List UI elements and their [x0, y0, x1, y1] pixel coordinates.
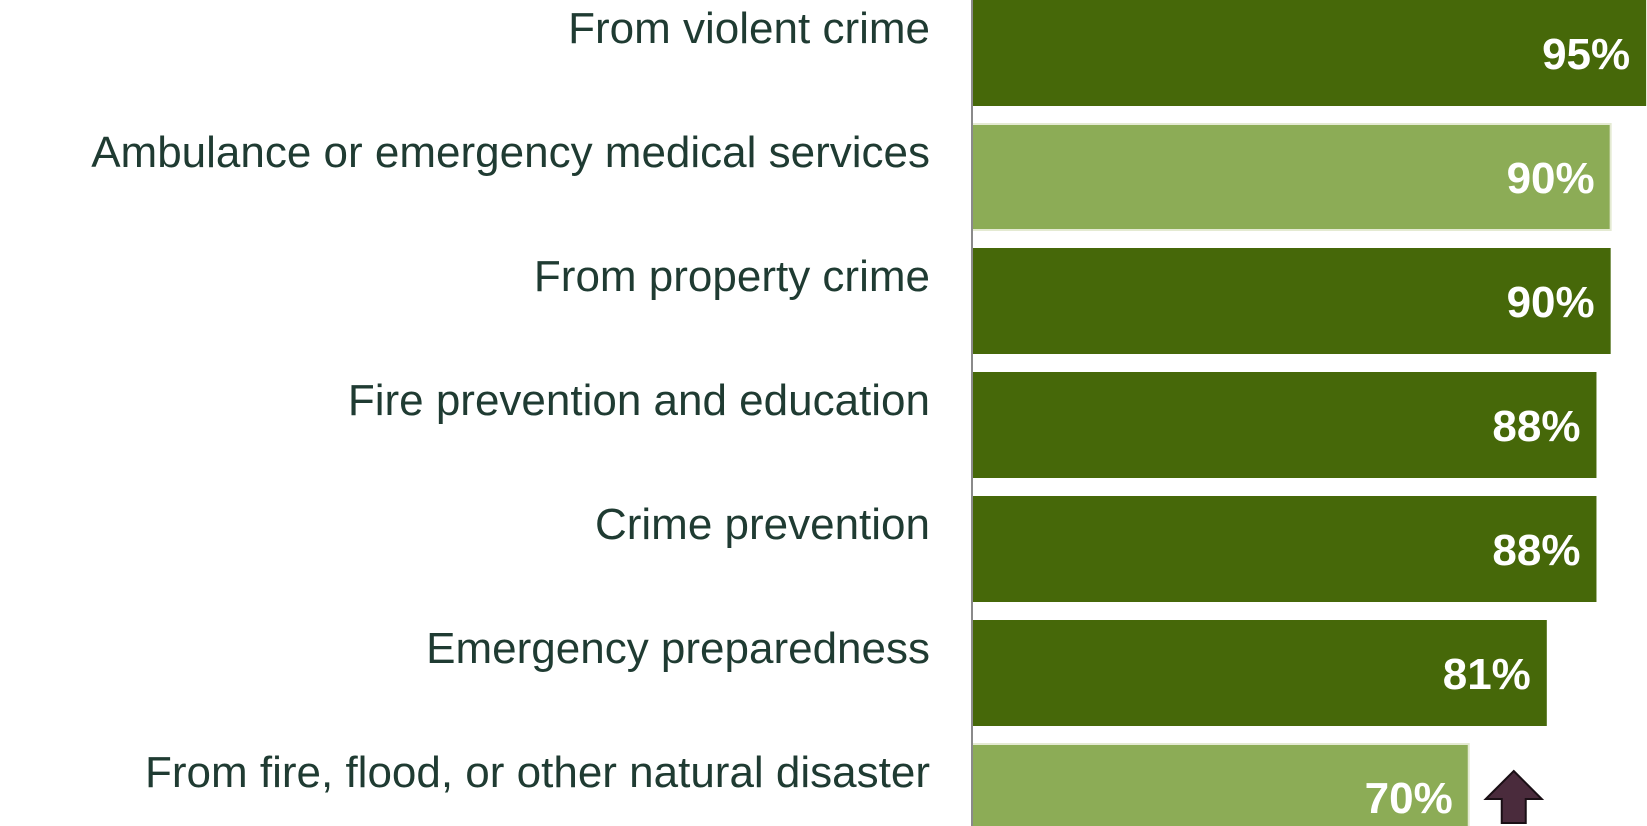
category-label: Ambulance or emergency medical services	[91, 128, 930, 177]
category-label: Crime prevention	[595, 500, 930, 549]
bar-value-label: 90%	[1507, 154, 1595, 203]
category-label: From property crime	[534, 252, 930, 301]
bar-value-label: 95%	[1542, 30, 1630, 79]
bar	[972, 372, 1597, 478]
bar	[971, 743, 1470, 826]
bar-value-label: 70%	[1365, 774, 1453, 823]
bar-value-label: 81%	[1443, 650, 1531, 699]
bar-value-label: 88%	[1492, 526, 1580, 575]
category-labels-group: From violent crime Ambulance or emergency…	[91, 4, 930, 797]
bar	[971, 123, 1612, 231]
bar-value-label: 90%	[1507, 278, 1595, 327]
annotations-group	[1483, 769, 1545, 824]
category-label: Emergency preparedness	[426, 624, 930, 673]
bar	[972, 0, 1647, 106]
bars-group: 95% 90% 90% 88% 88% 81% 70%	[971, 0, 1647, 826]
category-label: From violent crime	[568, 4, 930, 53]
bar	[972, 620, 1547, 726]
bar-value-label: 88%	[1492, 402, 1580, 451]
up-arrow-icon	[1483, 769, 1545, 824]
category-label: From fire, flood, or other natural disas…	[145, 748, 930, 797]
bar	[972, 248, 1611, 354]
category-label: Fire prevention and education	[348, 376, 930, 425]
bar	[972, 496, 1597, 602]
